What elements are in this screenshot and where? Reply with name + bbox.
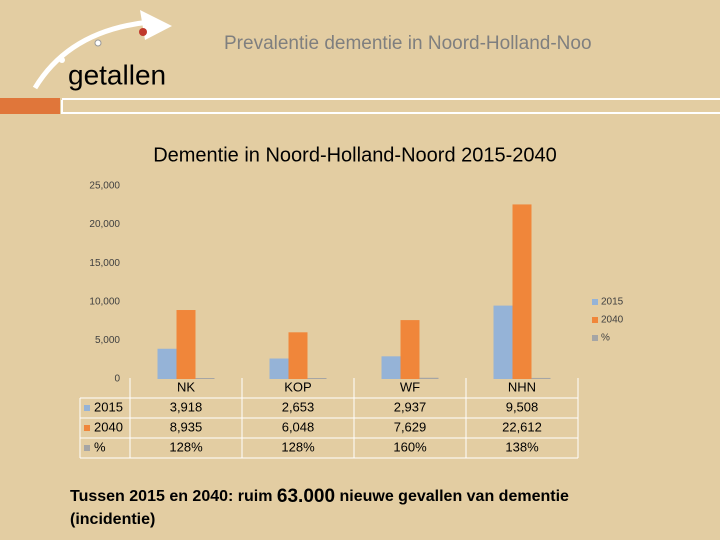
logo-arrow [32,10,172,90]
header-accent [0,98,60,114]
table-cell: 128% [281,439,315,454]
bar [157,348,177,379]
y-tick-label: 10,000 [89,296,120,307]
table-cell: 2,653 [282,399,315,414]
slide-title: Prevalentie dementie in Noord-Holland-No… [224,33,592,54]
bar [493,305,513,379]
bar [400,320,420,379]
x-tick-label: NK [177,379,195,394]
x-tick-label: WF [400,379,420,394]
legend-label: % [601,333,610,344]
table-cell: 22,612 [502,419,542,434]
table-row-label: % [94,439,106,454]
x-tick-label: KOP [284,379,311,394]
bar [288,332,308,379]
legend-swatch [592,317,598,323]
table-row-label: 2015 [94,399,123,414]
x-tick-label: NHN [508,379,536,394]
footer-text: (incidentie) [70,511,155,528]
table-cell: 160% [393,439,427,454]
y-tick-label: 5,000 [95,335,120,346]
y-tick-label: 0 [114,374,120,385]
legend-label: 2040 [601,315,624,326]
table-cell: 2,937 [394,399,427,414]
bar [195,378,215,379]
footer-text: Tussen 2015 en 2040: ruim 63.000 nieuwe … [70,486,569,507]
header-rule [62,98,720,100]
table-cell: 3,918 [170,399,203,414]
slide-subtitle: getallen [68,59,166,90]
bar [419,377,439,379]
table-cell: 8,935 [170,419,203,434]
bar [176,310,196,379]
legend-swatch [84,405,90,411]
table-row-label: 2040 [94,419,123,434]
table-cell: 9,508 [506,399,539,414]
y-tick-label: 20,000 [89,219,120,230]
y-tick-label: 25,000 [89,181,120,192]
bar [381,356,401,379]
bar [531,377,551,379]
y-tick-label: 15,000 [89,258,120,269]
table-cell: 138% [505,439,539,454]
chart-title: Dementie in Noord-Holland-Noord 2015-204… [153,144,557,166]
bar [512,204,532,379]
legend-swatch [592,335,598,341]
bar [269,358,289,379]
table-cell: 7,629 [394,419,427,434]
bar [307,378,327,379]
legend-label: 2015 [601,297,624,308]
legend-swatch [592,299,598,305]
legend-swatch [84,445,90,451]
table-cell: 6,048 [282,419,315,434]
header-rule [62,112,720,114]
legend-swatch [84,425,90,431]
table-cell: 128% [169,439,203,454]
